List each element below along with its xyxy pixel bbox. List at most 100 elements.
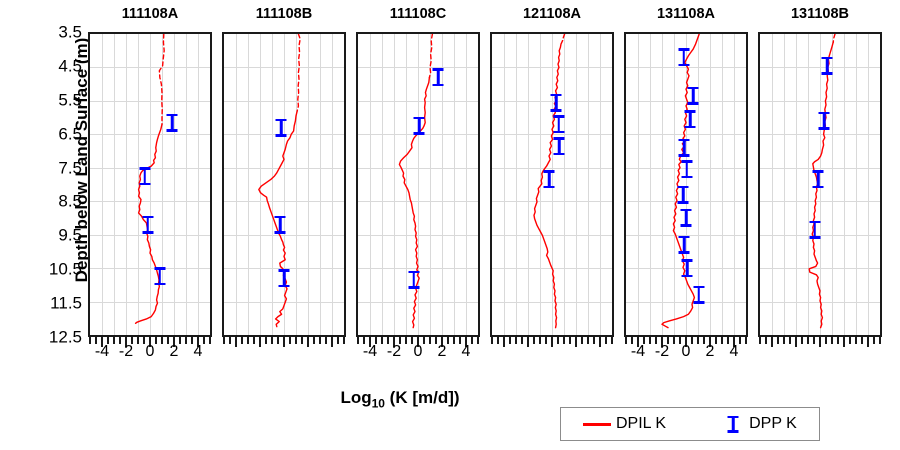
gridline-vertical — [320, 34, 321, 335]
x-tick-label: 0 — [681, 343, 691, 360]
panel-111108B: 111108B — [222, 6, 346, 347]
dpil-polyline-solid — [534, 41, 563, 328]
x-tick-mark — [765, 337, 767, 344]
x-tick-mark — [337, 337, 339, 344]
gridline-vertical — [430, 34, 431, 335]
x-tick-mark — [867, 337, 869, 347]
x-tick-mark — [185, 337, 187, 344]
gridline-horizontal — [626, 234, 746, 236]
plot-area — [356, 32, 480, 337]
legend-entry-dpp: DPP K — [726, 415, 797, 433]
gridline-vertical — [418, 34, 419, 335]
x-tick-mark — [369, 337, 371, 347]
x-tick-mark — [283, 337, 285, 347]
x-tick-mark — [739, 337, 741, 344]
x-tick-mark — [667, 337, 669, 344]
dpp-marker — [681, 259, 693, 278]
y-tick-label: 11.5 — [50, 293, 82, 313]
x-tick-mark — [223, 337, 225, 344]
x-tick-mark — [295, 337, 297, 344]
gridline-vertical — [674, 34, 675, 335]
x-tick-mark — [551, 337, 553, 347]
y-tick-label: 7.5 — [58, 158, 82, 178]
gridline-horizontal — [224, 167, 344, 169]
x-tick-labels: -4 -2 0 2 4 — [624, 343, 748, 367]
gridline-vertical — [466, 34, 467, 335]
x-tick-mark — [459, 337, 461, 344]
gridline-horizontal — [626, 67, 746, 69]
dpp-marker — [687, 86, 699, 105]
gridline-horizontal — [358, 268, 478, 270]
x-tick-mark — [167, 337, 169, 344]
x-tick-mark — [837, 337, 839, 344]
dpp-marker — [680, 208, 692, 227]
gridline-horizontal — [760, 234, 880, 236]
gridline-vertical — [174, 34, 175, 335]
gridline-horizontal — [760, 100, 880, 102]
dpp-marker — [553, 137, 565, 156]
x-tick-mark — [703, 337, 705, 344]
x-tick-mark — [733, 337, 735, 347]
x-tick-mark — [605, 337, 607, 344]
x-tick-mark — [575, 337, 577, 347]
x-tick-mark — [509, 337, 511, 344]
x-tick-mark — [375, 337, 377, 344]
dpp-marker — [154, 267, 166, 286]
x-tick-label: -2 — [386, 343, 402, 360]
x-tick-mark — [557, 337, 559, 344]
x-tick-mark — [825, 337, 827, 344]
x-tick-mark — [271, 337, 273, 344]
x-tick-label: -4 — [94, 343, 110, 360]
x-tick-mark — [441, 337, 443, 347]
x-tick-mark — [313, 337, 315, 344]
x-tick-mark — [387, 337, 389, 344]
x-tick-mark — [715, 337, 717, 344]
gridline-horizontal — [90, 201, 210, 203]
gridline-vertical — [722, 34, 723, 335]
x-tick-mark — [637, 337, 639, 347]
x-tick-mark — [569, 337, 571, 344]
x-tick-mark — [235, 337, 237, 347]
dpp-marker — [274, 215, 286, 234]
gridline-horizontal — [760, 201, 880, 203]
gridline-vertical — [796, 34, 797, 335]
x-tick-mark — [813, 337, 815, 344]
plot-area — [758, 32, 882, 337]
x-tick-mark — [203, 337, 205, 344]
x-tick-mark — [405, 337, 407, 344]
gridline-vertical — [710, 34, 711, 335]
gridline-vertical — [868, 34, 869, 335]
x-tick-label: 2 — [705, 343, 715, 360]
x-tick-labels: -4 -2 0 2 4 — [356, 343, 480, 367]
x-tick-mark — [873, 337, 875, 344]
gridline-horizontal — [760, 134, 880, 136]
x-tick-mark — [477, 337, 479, 344]
gridline-vertical — [686, 34, 687, 335]
dpil-curve — [760, 34, 880, 335]
y-tick-label: 9.5 — [58, 225, 82, 245]
dpil-polyline-solid — [809, 42, 833, 327]
gridline-vertical — [576, 34, 577, 335]
gridline-vertical — [784, 34, 785, 335]
gridline-horizontal — [492, 301, 612, 303]
panel-111108C: 111108C -4 -2 0 2 4 — [356, 6, 480, 360]
dpp-marker — [278, 269, 290, 288]
gridline-horizontal — [492, 234, 612, 236]
dpil-polyline-solid — [399, 77, 429, 327]
panel-121108A: 121108A — [490, 6, 614, 347]
x-tick-mark — [563, 337, 565, 344]
x-tick-mark — [89, 337, 91, 344]
dpp-marker — [809, 220, 821, 239]
gridline-vertical — [394, 34, 395, 335]
x-axis-title-sub: 10 — [371, 396, 385, 411]
gridline-vertical — [504, 34, 505, 335]
x-tick-mark — [587, 337, 589, 344]
x-tick-mark — [783, 337, 785, 344]
y-tick-label: 12.5 — [48, 327, 82, 347]
x-tick-mark — [325, 337, 327, 344]
gridline-vertical — [600, 34, 601, 335]
gridline-vertical — [844, 34, 845, 335]
gridline-horizontal — [358, 201, 478, 203]
gridline-vertical — [662, 34, 663, 335]
x-tick-mark — [643, 337, 645, 344]
